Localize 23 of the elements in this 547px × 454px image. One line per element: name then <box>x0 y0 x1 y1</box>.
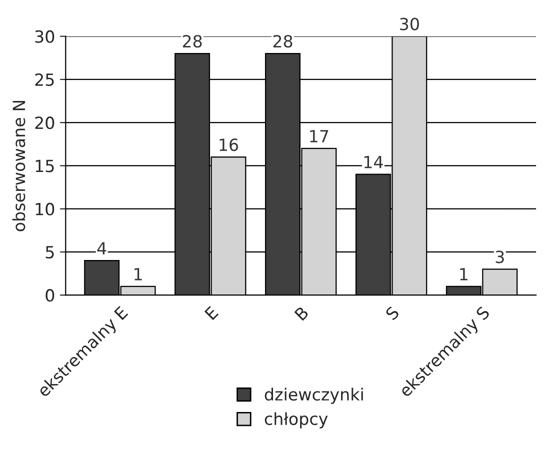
data-label: 30 <box>400 18 419 30</box>
y-tick-label: 0 <box>46 289 54 302</box>
data-label: 17 <box>310 130 328 142</box>
data-label: 4 <box>97 242 106 254</box>
legend-label: chłopcy <box>264 412 328 428</box>
y-tick-label: 10 <box>36 202 54 216</box>
data-label: 28 <box>182 34 202 48</box>
y-tick-label: 15 <box>36 160 54 172</box>
y-tick-label: 25 <box>35 73 54 86</box>
data-label: 1 <box>134 268 142 280</box>
x-tick-label: E <box>204 306 219 320</box>
y-tick-label: 5 <box>46 246 54 259</box>
data-label: 14 <box>364 156 383 168</box>
legend-label: dziewczynki <box>264 388 363 404</box>
x-tick-label: S <box>384 306 400 321</box>
y-axis-title: obserwowane N <box>12 100 26 232</box>
data-label: 1 <box>460 268 468 280</box>
data-label: 3 <box>496 250 504 264</box>
data-label: 16 <box>220 138 238 152</box>
y-tick-label: 20 <box>35 116 54 130</box>
y-tick-label: 30 <box>35 30 54 43</box>
data-label: 28 <box>273 34 292 48</box>
x-tick-label: B <box>294 306 309 321</box>
